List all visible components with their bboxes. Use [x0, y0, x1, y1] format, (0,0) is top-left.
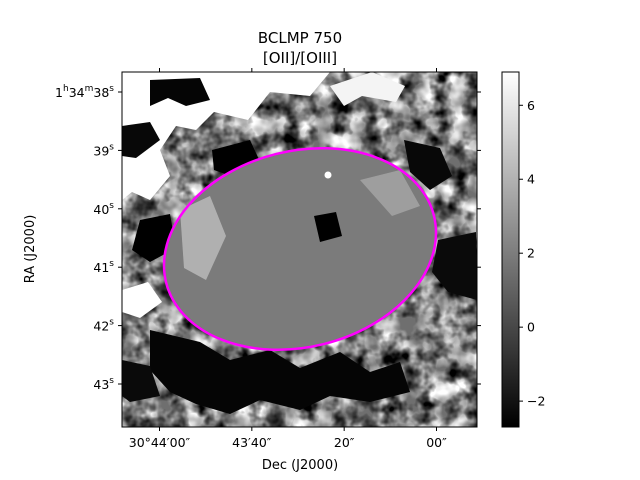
- image-panel: [122, 72, 477, 427]
- dark-region: [150, 330, 410, 414]
- y-axis-label: RA (J2000): [23, 215, 38, 284]
- x-tick-label: 43′40″: [232, 435, 272, 450]
- dark-region: [122, 122, 160, 158]
- dark-region: [432, 232, 477, 300]
- y-tick-label: 1h34m38s: [55, 84, 114, 100]
- inner-filament: [180, 196, 226, 280]
- image-texture: [122, 72, 477, 427]
- y-axis: 1h34m38s 39s 40s 41s 42s 43s: [55, 84, 481, 392]
- colorbar-tick-label: 4: [527, 172, 535, 187]
- x-tick-label: 20″: [334, 435, 355, 450]
- colorbar-tick-label: 6: [527, 98, 535, 113]
- chart-title: BCLMP 750: [258, 29, 342, 47]
- dark-region: [150, 78, 210, 106]
- overlay-ellipse: [162, 146, 438, 352]
- y-tick-label: 41s: [93, 259, 114, 275]
- x-axis: 30°44′00″ 43′40″ 20″ 00″: [129, 68, 447, 450]
- colorbar-tick-label: 2: [527, 246, 535, 261]
- inner-bright-spot: [324, 171, 332, 179]
- x-axis-label: Dec (J2000): [262, 458, 338, 473]
- y-tick-label: 40s: [93, 201, 114, 217]
- dark-region: [122, 360, 160, 402]
- inner-hole: [314, 212, 342, 242]
- inner-filament: [360, 170, 420, 216]
- bright-region: [330, 72, 405, 106]
- colorbar: [501, 71, 520, 428]
- colorbar-tick-label: 0: [527, 320, 535, 335]
- plot-frame: [121, 71, 478, 428]
- chart-subtitle: [OII]/[OIII]: [263, 49, 337, 67]
- y-tick-label: 43s: [93, 376, 114, 392]
- y-tick-label: 42s: [93, 318, 114, 334]
- bright-region: [122, 282, 162, 318]
- bright-region: [122, 72, 330, 200]
- colorbar-ticks: −2 0 2 4 6: [519, 98, 545, 409]
- dark-region: [404, 140, 452, 190]
- x-tick-label: 00″: [426, 435, 447, 450]
- colorbar-tick-label: −2: [527, 394, 545, 409]
- x-tick-label: 30°44′00″: [129, 435, 191, 450]
- y-tick-label: 39s: [93, 142, 114, 158]
